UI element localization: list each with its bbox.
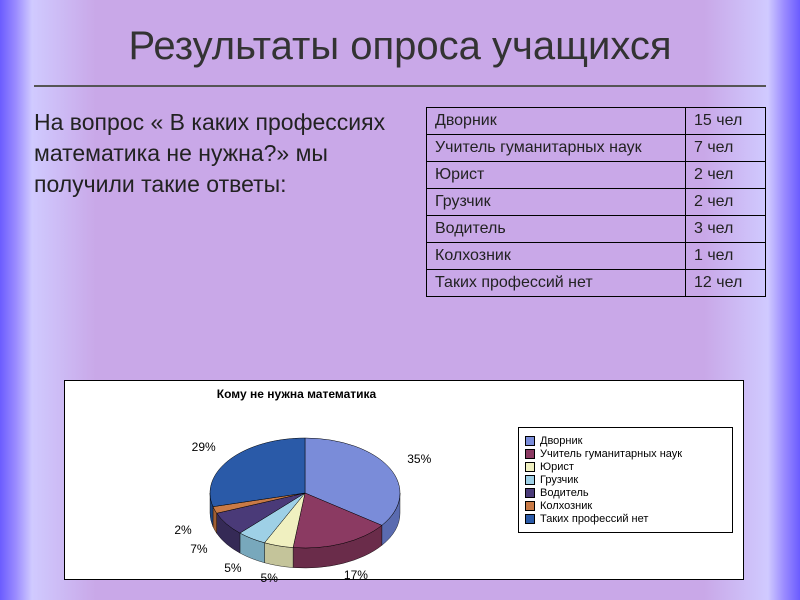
page-title: Результаты опроса учащихся [34, 24, 766, 87]
slice-label: 35% [407, 452, 431, 466]
legend-item: Дворник [525, 435, 726, 447]
table-row: Дворник15 чел [427, 108, 766, 135]
table-row: Грузчик2 чел [427, 189, 766, 216]
content-row: На вопрос « В каких профессиях математик… [34, 107, 766, 297]
table-cell-label: Учитель гуманитарных наук [427, 135, 686, 162]
slice-label: 17% [344, 568, 368, 582]
table-cell-value: 7 чел [686, 135, 766, 162]
table-cell-label: Грузчик [427, 189, 686, 216]
pie-wrap: 35%17%5%5%7%2%29% [75, 403, 518, 573]
table-cell-value: 3 чел [686, 216, 766, 243]
legend-label: Грузчик [540, 474, 578, 486]
table-cell-value: 12 чел [686, 270, 766, 297]
table-cell-value: 2 чел [686, 162, 766, 189]
table-row: Водитель3 чел [427, 216, 766, 243]
legend-label: Водитель [540, 487, 589, 499]
table-row: Колхозник1 чел [427, 243, 766, 270]
table-row: Учитель гуманитарных наук7 чел [427, 135, 766, 162]
pie-chart-panel: Кому не нужна математика 35%17%5%5%7%2%2… [64, 380, 744, 580]
chart-legend: ДворникУчитель гуманитарных наукЮристГру… [518, 427, 733, 533]
legend-label: Юрист [540, 461, 574, 473]
legend-item: Водитель [525, 487, 726, 499]
table-row: Таких профессий нет12 чел [427, 270, 766, 297]
table-row: Юрист2 чел [427, 162, 766, 189]
slice-label: 2% [174, 523, 191, 537]
pie-chart-area: Кому не нужна математика 35%17%5%5%7%2%2… [75, 387, 518, 573]
slice-label: 5% [224, 561, 241, 575]
table-cell-label: Водитель [427, 216, 686, 243]
legend-item: Учитель гуманитарных наук [525, 448, 726, 460]
question-text: На вопрос « В каких профессиях математик… [34, 107, 412, 200]
slice-label: 7% [190, 542, 207, 556]
table-cell-value: 2 чел [686, 189, 766, 216]
legend-label: Учитель гуманитарных наук [540, 448, 682, 460]
table-cell-label: Таких профессий нет [427, 270, 686, 297]
legend-label: Дворник [540, 435, 582, 447]
slide: Результаты опроса учащихся На вопрос « В… [4, 4, 796, 596]
table-cell-label: Дворник [427, 108, 686, 135]
slice-label: 5% [261, 571, 278, 585]
legend-label: Таких профессий нет [540, 513, 648, 525]
table-cell-value: 1 чел [686, 243, 766, 270]
table-cell-label: Колхозник [427, 243, 686, 270]
legend-label: Колхозник [540, 500, 592, 512]
legend-item: Юрист [525, 461, 726, 473]
legend-item: Колхозник [525, 500, 726, 512]
legend-item: Грузчик [525, 474, 726, 486]
table-cell-label: Юрист [427, 162, 686, 189]
pie-svg [75, 403, 535, 578]
table-cell-value: 15 чел [686, 108, 766, 135]
chart-title: Кому не нужна математика [75, 387, 518, 401]
results-table: Дворник15 челУчитель гуманитарных наук7 … [426, 107, 766, 297]
legend-item: Таких профессий нет [525, 513, 726, 525]
slice-label: 29% [192, 440, 216, 454]
